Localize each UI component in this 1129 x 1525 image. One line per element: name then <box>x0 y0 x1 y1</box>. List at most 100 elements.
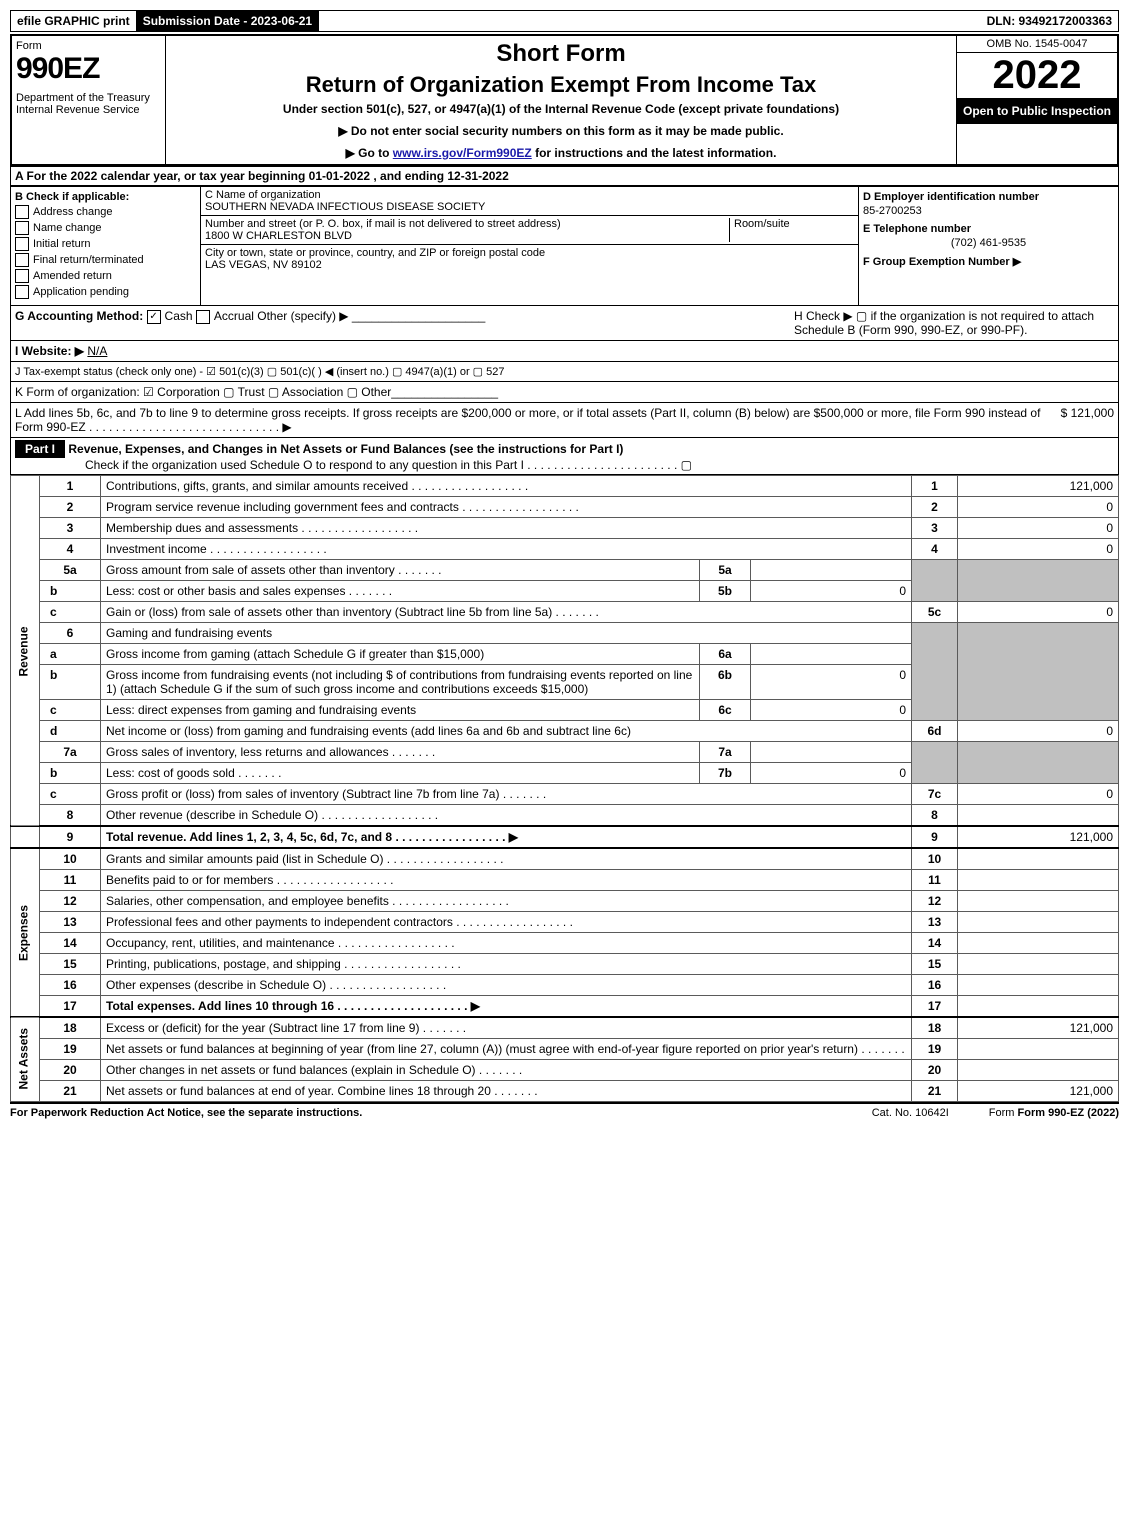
line-3-desc: Membership dues and assessments <box>106 521 298 535</box>
financial-table: Revenue 1 Contributions, gifts, grants, … <box>10 475 1119 1102</box>
line-6-desc: Gaming and fundraising events <box>106 626 272 640</box>
form-version: Form Form 990-EZ (2022) <box>989 1107 1119 1119</box>
short-form-title: Short Form <box>176 40 946 68</box>
goto-suf: for instructions and the latest informat… <box>532 146 777 160</box>
line-6d-desc: Net income or (loss) from gaming and fun… <box>106 724 631 738</box>
room-label: Room/suite <box>729 218 854 242</box>
line-4-desc: Investment income <box>106 542 207 556</box>
other-specify: Other (specify) ▶ <box>257 309 348 323</box>
box-b: B Check if applicable: Address change Na… <box>11 187 201 305</box>
line-1-val: 121,000 <box>958 476 1119 497</box>
line-2-desc: Program service revenue including govern… <box>106 500 459 514</box>
street-label: Number and street (or P. O. box, if mail… <box>205 218 729 230</box>
part-i-title: Revenue, Expenses, and Changes in Net As… <box>68 442 623 456</box>
line-21-desc: Net assets or fund balances at end of ye… <box>106 1084 491 1098</box>
line-17-desc: Total expenses. Add lines 10 through 16 … <box>106 999 480 1013</box>
line-a: A For the 2022 calendar year, or tax yea… <box>10 166 1119 186</box>
ein-value: 85-2700253 <box>863 205 1114 217</box>
line-12-desc: Salaries, other compensation, and employ… <box>106 894 389 908</box>
group-exemption-label: F Group Exemption Number ▶ <box>863 255 1114 268</box>
row-gh: G Accounting Method: ✓Cash Accrual Other… <box>10 306 1119 341</box>
under-section: Under section 501(c), 527, or 4947(a)(1)… <box>176 102 946 116</box>
row-k: K Form of organization: ☑ Corporation ▢ … <box>10 382 1119 403</box>
line-6c-desc: Less: direct expenses from gaming and fu… <box>106 703 416 717</box>
line-5c-desc: Gain or (loss) from sale of assets other… <box>106 605 552 619</box>
side-revenue: Revenue <box>11 476 40 827</box>
return-title: Return of Organization Exempt From Incom… <box>176 72 946 98</box>
line-20-desc: Other changes in net assets or fund bala… <box>106 1063 476 1077</box>
tel-label: E Telephone number <box>863 223 1114 235</box>
box-b-title: B Check if applicable: <box>15 191 196 203</box>
line-6b-desc: Gross income from fundraising events (no… <box>106 668 692 696</box>
line-10-desc: Grants and similar amounts paid (list in… <box>106 852 383 866</box>
tel-value: (702) 461-9535 <box>863 237 1114 249</box>
line-5a-desc: Gross amount from sale of assets other t… <box>106 563 395 577</box>
box-d: D Employer identification number 85-2700… <box>858 187 1118 305</box>
line-8-desc: Other revenue (describe in Schedule O) <box>106 808 318 822</box>
accounting-method-label: G Accounting Method: <box>15 309 143 323</box>
form-header: Form 990EZ Department of the Treasury In… <box>10 34 1119 166</box>
ssn-notice: ▶ Do not enter social security numbers o… <box>176 124 946 138</box>
chk-cash[interactable]: ✓ <box>147 310 161 324</box>
chk-initial-return[interactable]: Initial return <box>15 237 196 251</box>
city-label: City or town, state or province, country… <box>205 247 854 259</box>
chk-name-change[interactable]: Name change <box>15 221 196 235</box>
form-of-organization: K Form of organization: ☑ Corporation ▢ … <box>15 385 391 399</box>
line-6a-desc: Gross income from gaming (attach Schedul… <box>106 647 484 661</box>
omb-number: OMB No. 1545-0047 <box>957 36 1117 53</box>
line-15-desc: Printing, publications, postage, and shi… <box>106 957 341 971</box>
chk-accrual[interactable] <box>196 310 210 324</box>
goto-line: ▶ Go to www.irs.gov/Form990EZ for instru… <box>176 146 946 160</box>
line-7b-desc: Less: cost of goods sold <box>106 766 235 780</box>
line-18-val: 121,000 <box>958 1017 1119 1039</box>
line-19-desc: Net assets or fund balances at beginning… <box>106 1042 858 1056</box>
line-13-desc: Professional fees and other payments to … <box>106 915 453 929</box>
line-5b-val: 0 <box>751 581 912 602</box>
ein-label: D Employer identification number <box>863 191 1114 203</box>
goto-pre: ▶ Go to <box>346 146 393 160</box>
line-4-val: 0 <box>958 539 1119 560</box>
line-9-val: 121,000 <box>958 826 1119 848</box>
line-6b-val: 0 <box>751 665 912 700</box>
line-7c-desc: Gross profit or (loss) from sales of inv… <box>106 787 499 801</box>
side-expenses: Expenses <box>11 848 40 1017</box>
line-21-val: 121,000 <box>958 1081 1119 1102</box>
irs-link[interactable]: www.irs.gov/Form990EZ <box>393 146 532 160</box>
org-name-label: C Name of organization <box>205 189 854 201</box>
org-name: SOUTHERN NEVADA INFECTIOUS DISEASE SOCIE… <box>205 201 854 213</box>
efile-print[interactable]: efile GRAPHIC print <box>11 11 137 31</box>
tax-year: 2022 <box>957 53 1117 98</box>
header-boxes: B Check if applicable: Address change Na… <box>10 186 1119 306</box>
part-i-header: Part I Revenue, Expenses, and Changes in… <box>10 438 1119 475</box>
paperwork-notice: For Paperwork Reduction Act Notice, see … <box>10 1107 362 1119</box>
dln: DLN: 93492172003363 <box>981 11 1118 31</box>
chk-application-pending[interactable]: Application pending <box>15 285 196 299</box>
line-11-desc: Benefits paid to or for members <box>106 873 273 887</box>
line-18-desc: Excess or (deficit) for the year (Subtra… <box>106 1021 419 1035</box>
line-1-desc: Contributions, gifts, grants, and simila… <box>106 479 408 493</box>
top-bar: efile GRAPHIC print Submission Date - 20… <box>10 10 1119 32</box>
line-7b-val: 0 <box>751 763 912 784</box>
chk-address-change[interactable]: Address change <box>15 205 196 219</box>
tax-exempt-status: J Tax-exempt status (check only one) - ☑… <box>15 365 504 378</box>
line-l-value: $ 121,000 <box>1061 406 1114 434</box>
line-5b-desc: Less: cost or other basis and sales expe… <box>106 584 345 598</box>
line-14-desc: Occupancy, rent, utilities, and maintena… <box>106 936 335 950</box>
part-i-badge: Part I <box>15 440 65 458</box>
row-l: L Add lines 5b, 6c, and 7b to line 9 to … <box>10 403 1119 438</box>
line-2-val: 0 <box>958 497 1119 518</box>
chk-final-return[interactable]: Final return/terminated <box>15 253 196 267</box>
box-c: C Name of organization SOUTHERN NEVADA I… <box>201 187 858 305</box>
line-7a-desc: Gross sales of inventory, less returns a… <box>106 745 389 759</box>
website-value: N/A <box>87 344 107 358</box>
cat-no: Cat. No. 10642I <box>872 1107 949 1119</box>
line-6c-val: 0 <box>751 700 912 721</box>
chk-amended-return[interactable]: Amended return <box>15 269 196 283</box>
line-l-text: L Add lines 5b, 6c, and 7b to line 9 to … <box>15 406 1061 434</box>
open-inspection: Open to Public Inspection <box>957 98 1117 124</box>
line-7c-val: 0 <box>958 784 1119 805</box>
part-i-check: Check if the organization used Schedule … <box>15 458 692 472</box>
page-footer: For Paperwork Reduction Act Notice, see … <box>10 1102 1119 1122</box>
row-i: I Website: ▶ N/A <box>10 341 1119 362</box>
city-value: LAS VEGAS, NV 89102 <box>205 259 854 271</box>
